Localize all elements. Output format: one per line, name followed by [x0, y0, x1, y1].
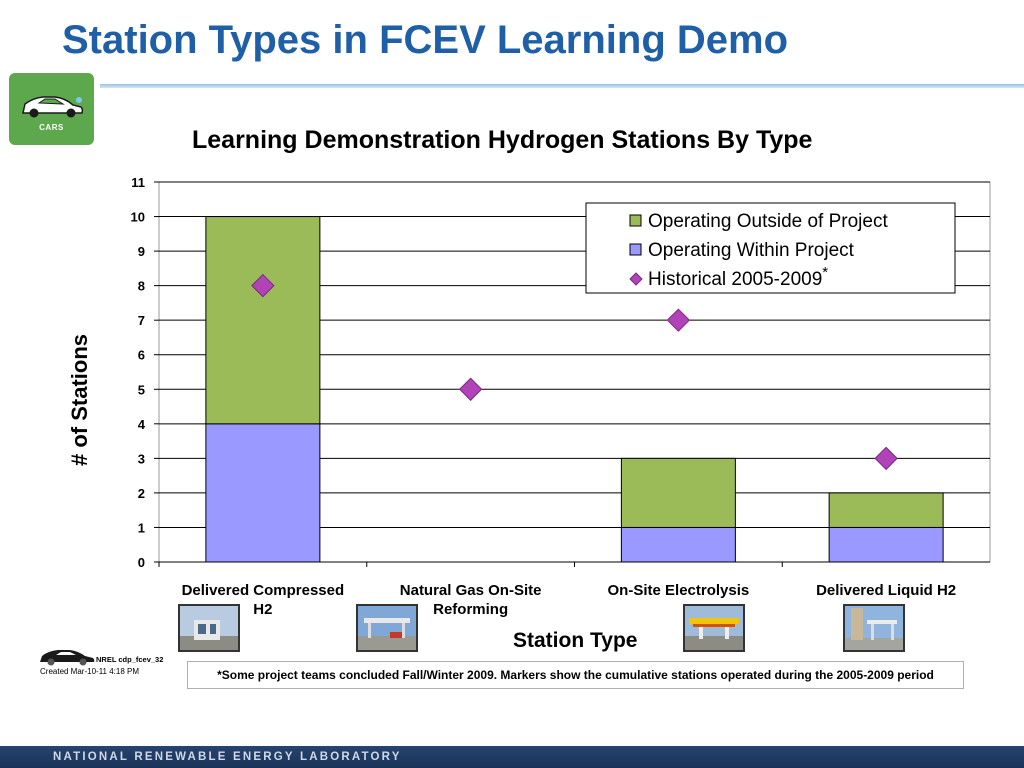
- legend-label: Operating Outside of Project: [648, 211, 888, 232]
- legend-label: Historical 2005-2009*: [648, 264, 828, 290]
- y-tick-label: 7: [138, 313, 145, 328]
- legend-swatch: [629, 243, 642, 256]
- bar-within-project: [620, 526, 736, 563]
- bar-chart: 0 1 2 3 4 5 6 7 8 9 10 11 Delivered Compressed H2 Natu…: [131, 175, 991, 618]
- station-photo-reforming: [356, 604, 418, 652]
- bar-outside-project: [205, 216, 321, 425]
- y-tick-label: 6: [138, 348, 145, 363]
- created-timestamp: Created Mar-10-11 4:18 PM: [40, 667, 140, 676]
- y-tick-label: 5: [138, 382, 145, 397]
- y-tick-label: 1: [138, 520, 145, 535]
- y-tick-label: 11: [131, 175, 145, 190]
- x-axis-label: Station Type: [513, 629, 638, 652]
- legend: Operating Outside of Project Operating Wi…: [585, 202, 956, 294]
- x-category-label: Delivered Compressed H2: [182, 582, 345, 618]
- legend-label: Operating Within Project: [648, 240, 855, 261]
- chart-id: NREL cdp_fcev_32: [96, 655, 164, 664]
- bar-within-project: [828, 526, 944, 563]
- historical-marker: [666, 308, 691, 332]
- bar-outside-project: [828, 492, 944, 528]
- legend-swatch: [629, 214, 642, 227]
- bar-outside-project: [620, 457, 736, 528]
- historical-marker: [251, 273, 275, 298]
- station-photo-electrolysis: [683, 604, 745, 652]
- cars-badge: CARS: [9, 73, 94, 145]
- title-rule: [100, 84, 1024, 88]
- nrel-car-icon: [40, 650, 95, 666]
- y-tick-label: 3: [138, 451, 145, 466]
- historical-marker: [874, 446, 898, 471]
- y-tick-label: 2: [138, 486, 145, 501]
- bar-within-project: [205, 423, 321, 563]
- y-tick-label: 0: [138, 555, 145, 570]
- slide-title: Station Types in FCEV Learning Demo: [62, 18, 789, 62]
- y-tick-label: 8: [138, 279, 145, 294]
- x-category-label: Natural Gas On-Site Reforming: [400, 582, 542, 618]
- station-photo-compressed: [178, 604, 240, 652]
- car-icon: [22, 96, 84, 118]
- y-tick-label: 4: [138, 417, 146, 432]
- y-tick-label: 10: [131, 210, 145, 225]
- y-axis-label: # of Stations: [67, 334, 92, 467]
- legend-box: [585, 202, 956, 294]
- footer-text: NATIONAL RENEWABLE ENERGY LABORATORY: [53, 751, 402, 763]
- legend-marker: [629, 272, 643, 286]
- cars-label: CARS: [39, 123, 64, 132]
- footer-bar: NATIONAL RENEWABLE ENERGY LABORATORY: [0, 746, 1024, 768]
- y-tick-label: 9: [138, 244, 145, 259]
- x-category-label: On-Site Electrolysis: [608, 582, 750, 599]
- chart-title: Learning Demonstration Hydrogen Stations…: [192, 126, 813, 154]
- historical-marker: [458, 377, 483, 401]
- x-category-label: Delivered Liquid H2: [816, 582, 956, 599]
- station-photo-liquid: [843, 604, 905, 652]
- footnote: *Some project teams concluded Fall/Winte…: [187, 661, 964, 689]
